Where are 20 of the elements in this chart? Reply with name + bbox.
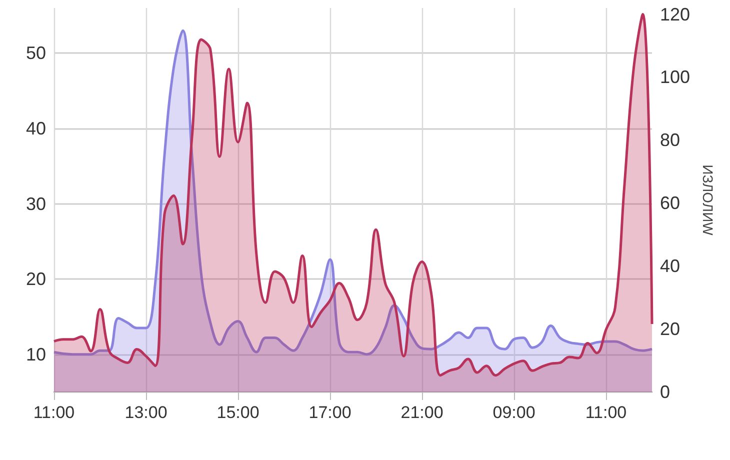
y2-tick-label: 80 [660,130,680,150]
y2-tick-label: 40 [660,256,680,276]
y2-tick-label: 60 [660,193,680,214]
y-tick-label: 30 [26,194,46,214]
y-tick-label: 50 [26,43,46,64]
y2-tick-label: 120 [660,4,690,24]
y2-tick-label: 0 [660,382,670,402]
x-tick-label: 21:00 [400,403,444,422]
x-tick-label: 15:00 [216,403,260,422]
y2-tick-label: 100 [660,67,690,88]
x-tick-label: 11:00 [33,403,75,422]
x-tick-label: 11:00 [585,403,627,422]
y-tick-label: 20 [26,269,46,290]
y2-tick-label: 20 [660,319,680,340]
y-tick-label: 10 [26,344,46,364]
x-tick-label: 09:00 [492,403,536,422]
x-tick-label: 13:00 [124,403,168,422]
y-tick-label: 40 [26,118,46,138]
y2-axis-title: ИЗЛОЛИW [700,164,716,236]
x-tick-label: 17:00 [308,403,352,422]
